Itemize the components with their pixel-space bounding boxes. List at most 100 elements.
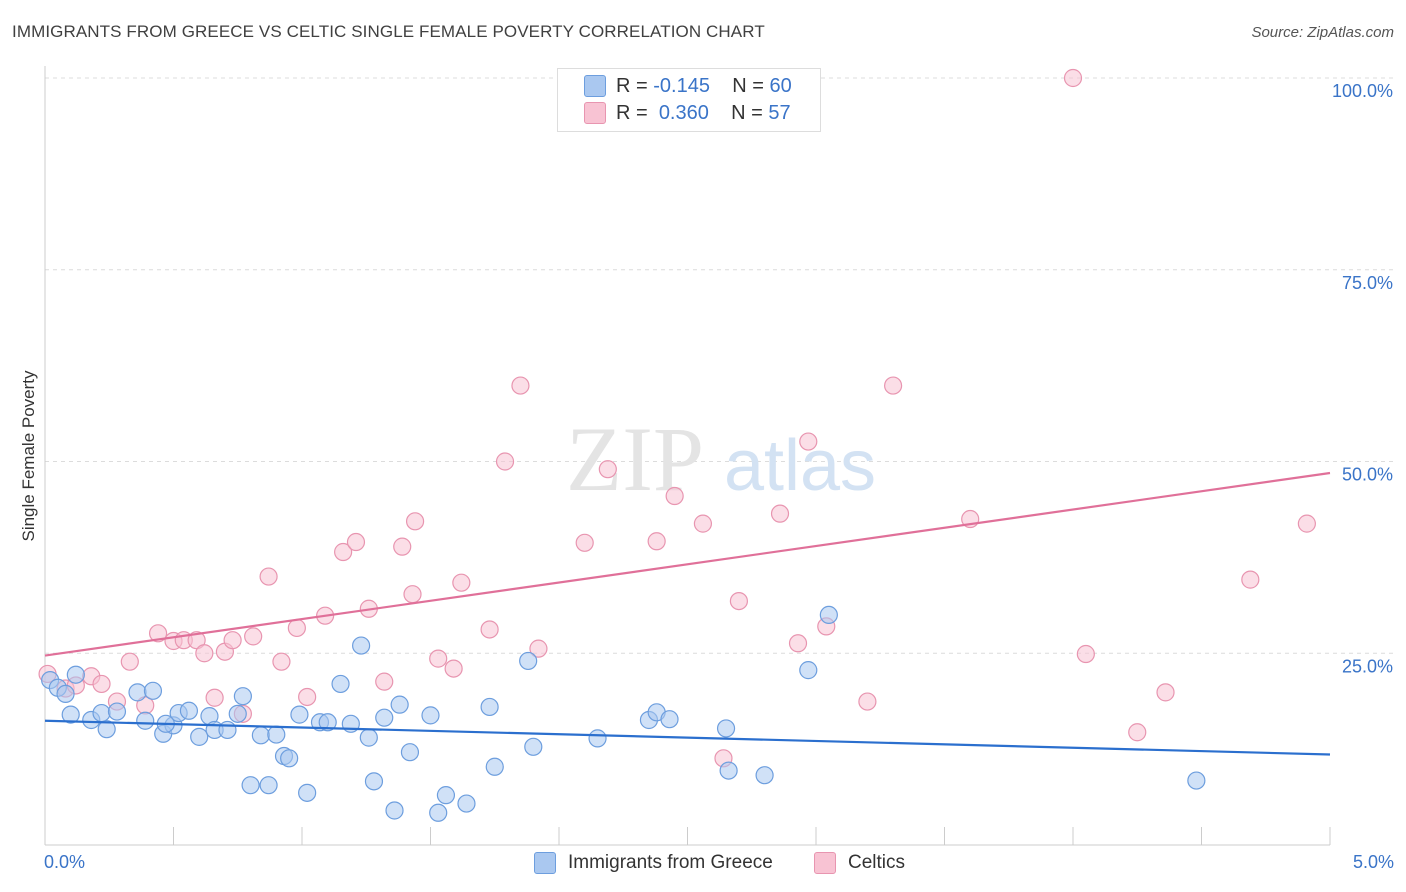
- celtic-point: [770, 504, 790, 523]
- points-layer: [38, 68, 1316, 822]
- celtic-point: [495, 452, 515, 471]
- greece-point: [588, 729, 607, 748]
- celtic-r-value: 0.360: [658, 101, 709, 124]
- greece-r-value: -0.145: [653, 74, 710, 97]
- greece-point: [218, 720, 237, 740]
- celtic-point: [346, 532, 366, 552]
- greece-point: [259, 776, 278, 795]
- celtic-n-label: N =: [731, 101, 769, 124]
- greece-point: [352, 636, 371, 655]
- celtic-point: [452, 573, 471, 592]
- greece-point: [457, 794, 476, 813]
- greece-point: [429, 803, 448, 822]
- y-tick-label-25: 25.0%: [1342, 656, 1393, 676]
- greece-point: [136, 711, 155, 730]
- axis-layer: [44, 66, 1331, 846]
- celtic-point: [1076, 644, 1095, 664]
- celtic-point: [298, 687, 317, 707]
- x-tick-label-min: 0.0%: [44, 852, 86, 872]
- watermark: ZIP atlas: [566, 408, 876, 510]
- legend-item-greece[interactable]: Immigrants from Greece: [534, 852, 773, 874]
- greece-point: [228, 704, 247, 723]
- celtic-point: [693, 514, 713, 533]
- stats-row-celtic: R = 0.360 N = 57: [558, 100, 820, 126]
- celtic-point: [1156, 683, 1175, 702]
- greece-trend-line: [44, 719, 1331, 756]
- celtic-point: [375, 672, 394, 691]
- celtic-point: [788, 634, 808, 653]
- greece-point: [421, 706, 440, 725]
- celtic-point: [1128, 723, 1147, 742]
- celtic-point: [529, 639, 548, 658]
- celtic-point: [405, 512, 425, 531]
- greece-point: [179, 701, 199, 720]
- greece-swatch: [584, 75, 606, 97]
- celtic-point: [272, 652, 291, 671]
- celtic-point: [120, 652, 139, 671]
- greece-point: [359, 728, 378, 747]
- greece-point: [143, 681, 163, 700]
- greece-point: [799, 661, 818, 680]
- celtic-legend-label: Celtics: [848, 852, 906, 873]
- celtic-point: [334, 542, 353, 562]
- source-label: Source: ZipAtlas.com: [1251, 24, 1394, 41]
- celtic-point: [205, 688, 224, 707]
- celtic-point: [148, 624, 168, 643]
- greece-point: [233, 687, 252, 706]
- greece-point: [190, 727, 209, 746]
- greece-point: [1187, 771, 1206, 790]
- celtic-point: [1241, 570, 1260, 589]
- greece-n-value: 60: [769, 74, 792, 97]
- greece-point: [524, 737, 543, 756]
- greece-point: [390, 695, 409, 714]
- greece-point: [290, 705, 309, 724]
- celtic-n-value: 57: [768, 101, 791, 124]
- greece-point: [485, 757, 504, 776]
- legend-item-celtic[interactable]: Celtics: [814, 852, 905, 874]
- greece-point: [128, 683, 147, 702]
- greece-point: [267, 725, 286, 744]
- greece-point: [519, 651, 538, 671]
- greece-point: [400, 743, 420, 762]
- greece-n-label: N =: [732, 74, 770, 97]
- celtic-point: [244, 627, 263, 646]
- greece-point: [107, 702, 127, 721]
- greece-point: [298, 783, 317, 802]
- grid-layer: [45, 77, 1395, 654]
- y-tick-label-100: 100.0%: [1332, 81, 1393, 101]
- greece-point: [241, 776, 260, 795]
- greece-stats-text: R = -0.145 N = 60: [616, 75, 792, 98]
- celtic-point: [883, 376, 903, 395]
- celtic-point: [1297, 514, 1316, 533]
- greece-point: [436, 786, 456, 805]
- trend-layer: [44, 471, 1331, 756]
- greece-point: [251, 726, 270, 745]
- celtic-r-label: R =: [616, 101, 654, 124]
- x-tick-label-max: 5.0%: [1352, 852, 1394, 872]
- celtic-trend-line: [44, 471, 1331, 657]
- greece-point: [280, 749, 299, 768]
- y-tick-label-50: 50.0%: [1342, 465, 1393, 485]
- celtic-point: [1063, 68, 1083, 88]
- celtic-point: [480, 620, 499, 639]
- celtic-point: [665, 486, 684, 506]
- greece-point: [719, 761, 738, 780]
- celtic-point: [799, 432, 818, 451]
- greece-point: [331, 674, 350, 694]
- celtic-point: [858, 692, 877, 711]
- celtic-legend-swatch: [814, 852, 836, 874]
- greece-point: [755, 766, 774, 785]
- celtic-point: [511, 376, 530, 395]
- greece-point: [92, 703, 111, 723]
- chart-title: IMMIGRANTS FROM GREECE VS CELTIC SINGLE …: [12, 22, 765, 41]
- y-tick-labels: 25.0% 50.0% 75.0% 100.0%: [1332, 81, 1393, 676]
- y-tick-label-75: 75.0%: [1342, 273, 1393, 293]
- celtic-point: [259, 567, 278, 586]
- celtic-point: [429, 649, 448, 668]
- celtic-swatch: [584, 102, 606, 124]
- celtic-point: [195, 644, 214, 663]
- celtic-point: [575, 533, 594, 552]
- greece-point: [480, 697, 499, 717]
- celtic-point: [223, 631, 242, 650]
